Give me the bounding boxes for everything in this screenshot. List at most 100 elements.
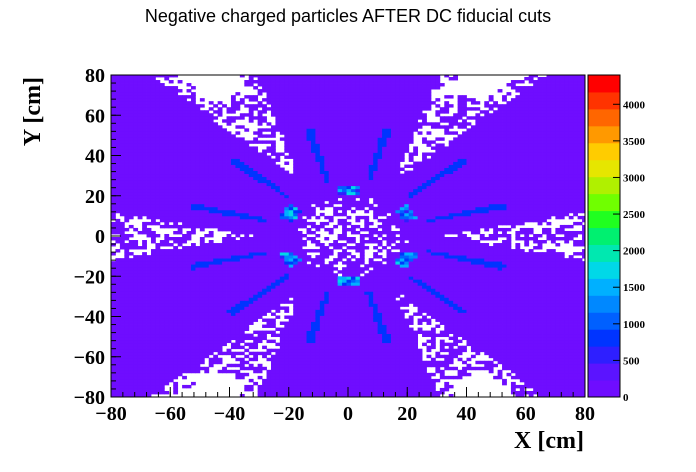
heatmap-bin: [142, 333, 147, 338]
heatmap-bin: [346, 318, 352, 322]
heatmap-bin: [199, 273, 205, 277]
heatmap-bin: [302, 303, 307, 307]
heatmap-bin: [266, 285, 272, 289]
heatmap-bin: [337, 206, 343, 211]
heatmap-bin: [204, 221, 210, 226]
heatmap-bin: [244, 104, 250, 108]
heatmap-bin: [275, 158, 281, 162]
heatmap-bin: [297, 125, 303, 129]
heatmap-bin: [293, 387, 299, 392]
heatmap-bin: [195, 273, 201, 277]
heatmap-bin: [177, 336, 183, 341]
heatmap-bin: [168, 339, 174, 344]
heatmap-bin: [124, 197, 130, 202]
heatmap-bin: [315, 366, 321, 371]
heatmap-bin: [288, 375, 294, 380]
heatmap-bin: [173, 294, 179, 298]
heatmap-bin: [190, 243, 196, 247]
heatmap-bin: [328, 315, 334, 319]
heatmap-bin: [244, 128, 250, 132]
heatmap-bin: [244, 146, 250, 150]
heatmap-bin: [115, 191, 121, 196]
heatmap-bin: [182, 363, 187, 368]
heatmap-bin: [164, 104, 170, 108]
heatmap-bin: [257, 291, 263, 295]
heatmap-bin: [297, 134, 303, 138]
heatmap-bin: [324, 131, 330, 135]
heatmap-bin: [150, 330, 156, 335]
heatmap-bin: [333, 261, 339, 265]
heatmap-bin: [111, 384, 116, 389]
heatmap-bin: [324, 354, 330, 359]
heatmap-bin: [186, 104, 192, 108]
heatmap-bin: [142, 113, 147, 117]
heatmap-bin: [226, 194, 232, 199]
heatmap-bin: [262, 197, 267, 202]
heatmap-bin: [319, 104, 325, 108]
heatmap-bin: [262, 312, 267, 316]
heatmap-bin: [222, 161, 227, 165]
heatmap-bin: [337, 83, 343, 87]
heatmap-bin: [128, 104, 134, 108]
heatmap-bin: [213, 203, 219, 208]
heatmap-bin: [319, 330, 325, 335]
heatmap-bin: [279, 270, 285, 274]
heatmap-bin: [111, 279, 116, 283]
heatmap-bin: [146, 309, 152, 313]
heatmap-bin: [124, 387, 130, 392]
heatmap-bin: [262, 318, 267, 322]
heatmap-bin: [208, 288, 214, 292]
heatmap-bin: [337, 360, 343, 365]
heatmap-bin: [226, 233, 232, 238]
heatmap-bin: [208, 125, 214, 129]
heatmap-bin: [279, 360, 285, 365]
heatmap-bin: [173, 249, 179, 253]
heatmap-bin: [124, 158, 130, 162]
heatmap-bin: [230, 227, 236, 232]
heatmap-bin: [235, 324, 241, 328]
heatmap-bin: [128, 80, 134, 84]
heatmap-bin: [270, 221, 276, 226]
heatmap-bin: [155, 291, 161, 295]
heatmap-bin: [164, 324, 170, 328]
heatmap-bin: [182, 182, 187, 187]
heatmap-bin: [248, 182, 254, 187]
heatmap-bin: [226, 273, 232, 277]
heatmap-bin: [124, 285, 130, 289]
heatmap-bin: [159, 128, 165, 132]
heatmap-bin: [324, 140, 330, 144]
heatmap-bin: [119, 176, 125, 181]
heatmap-bin: [213, 345, 219, 350]
heatmap-bin: [164, 309, 170, 313]
heatmap-bin: [315, 131, 321, 135]
heatmap-bin: [111, 227, 116, 232]
heatmap-bin: [239, 327, 245, 331]
heatmap-bin: [217, 339, 223, 344]
heatmap-bin: [124, 381, 130, 386]
heatmap-bin: [150, 273, 156, 277]
heatmap-bin: [128, 378, 134, 383]
heatmap-bin: [235, 369, 241, 374]
heatmap-bin: [342, 384, 347, 389]
heatmap-bin: [124, 164, 130, 168]
heatmap-bin: [279, 131, 285, 135]
heatmap-bin: [257, 218, 263, 223]
heatmap-bin: [342, 155, 347, 159]
heatmap-bin: [244, 324, 250, 328]
heatmap-bin: [302, 321, 307, 325]
heatmap-bin: [115, 110, 121, 114]
heatmap-bin: [190, 264, 196, 268]
heatmap-bin: [279, 369, 285, 374]
heatmap-bin: [199, 113, 205, 117]
heatmap-bin: [239, 330, 245, 335]
heatmap-bin: [195, 369, 201, 374]
heatmap-bin: [337, 155, 343, 159]
heatmap-bin: [164, 140, 170, 144]
heatmap-bin: [150, 369, 156, 374]
heatmap-bin: [226, 270, 232, 274]
heatmap-bin: [142, 92, 147, 96]
heatmap-bin: [133, 300, 139, 304]
heatmap-bin: [230, 173, 236, 178]
heatmap-bin: [328, 131, 334, 135]
heatmap-bin: [146, 360, 152, 365]
